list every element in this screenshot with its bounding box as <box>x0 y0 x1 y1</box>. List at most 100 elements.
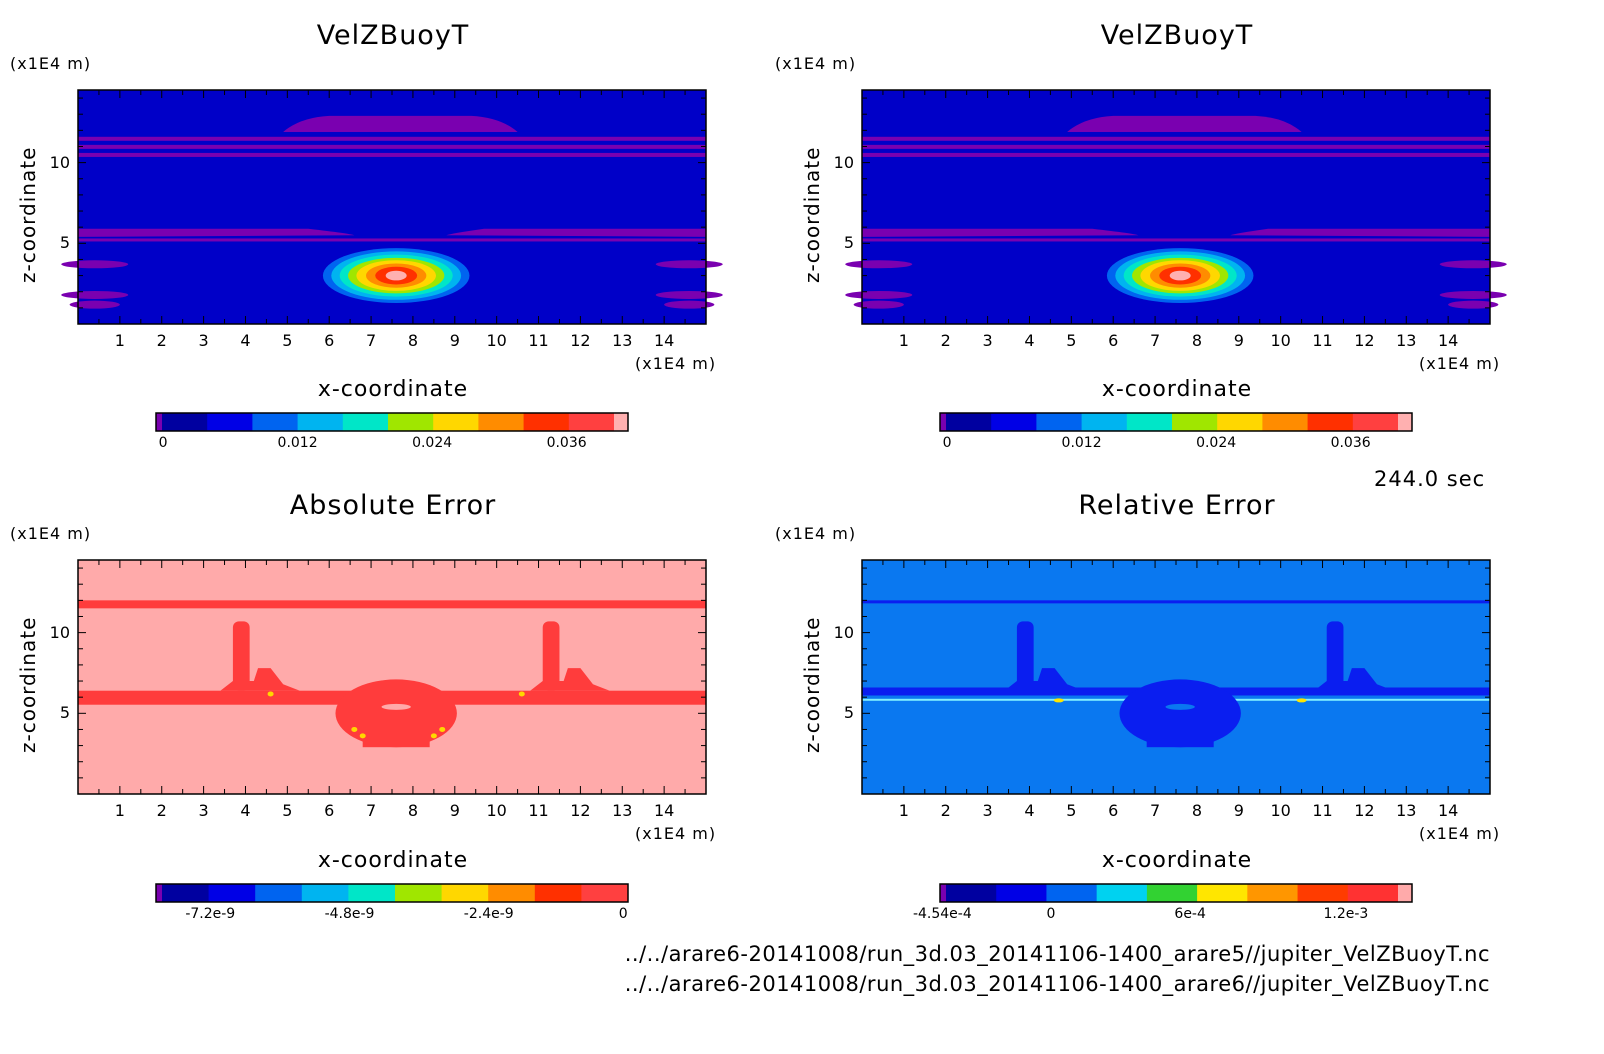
edge-contour <box>61 290 129 299</box>
x-tick-label: 9 <box>449 801 460 820</box>
plot-background <box>862 560 1490 794</box>
z-axis-label: z-coordinate <box>16 146 40 283</box>
colorbar-swatch <box>441 884 489 902</box>
colorbar-swatch <box>1081 413 1128 431</box>
z-tick-label: 10 <box>49 152 70 172</box>
x-tick-label: 9 <box>1233 331 1244 350</box>
layer-band <box>862 152 1490 157</box>
x-tick-label: 1 <box>898 331 909 350</box>
x-tick-label: 7 <box>1149 331 1161 350</box>
x-tick-label: 6 <box>324 801 335 820</box>
colorbar-swatch <box>534 884 582 902</box>
x-tick-label: 14 <box>653 331 675 350</box>
colorbar-swatch <box>301 884 349 902</box>
layer-band <box>446 228 706 237</box>
error-bubble-base <box>362 732 430 748</box>
colorbar-tick-label: 0 <box>942 435 952 451</box>
chart-title: VelZBuoyT <box>316 20 470 51</box>
error-spot <box>439 726 446 732</box>
colorbar-tick-label: 6e-4 <box>1174 906 1206 922</box>
colorbar-swatch <box>1172 413 1218 431</box>
z-tick-label: 5 <box>59 703 70 723</box>
upper-dome-contour <box>283 115 518 132</box>
colorbar-swatch <box>1217 413 1263 431</box>
x-tick-label: 7 <box>365 801 377 820</box>
z-tick-label: 10 <box>833 152 854 172</box>
colorbar-swatch <box>1307 413 1354 431</box>
error-column <box>1016 621 1034 691</box>
x-tick-label: 2 <box>940 331 951 350</box>
colorbar-swatch <box>207 413 253 431</box>
z-unit-label: (x1E4 m) <box>10 54 92 73</box>
z-axis-label: z-coordinate <box>800 146 824 283</box>
x-tick-label: 4 <box>1024 801 1035 820</box>
bubble-hole <box>1165 703 1195 710</box>
colorbar-swatch <box>255 884 303 902</box>
x-tick-label: 1 <box>114 801 125 820</box>
colorbar-swatch <box>1297 884 1349 902</box>
colorbar-swatch <box>1036 413 1083 431</box>
edge-contour <box>1439 260 1507 269</box>
x-tick-label: 5 <box>282 801 293 820</box>
x-tick-label: 1 <box>898 801 909 820</box>
x-tick-label: 11 <box>1312 801 1333 820</box>
colorbar-frame <box>155 883 629 903</box>
colorbar-tick-label: 0.024 <box>1196 435 1237 451</box>
colorbar-swatch <box>478 413 525 431</box>
x-tick-label: 2 <box>940 801 951 820</box>
error-bubble-base <box>1146 732 1214 748</box>
colorbar-swatch <box>348 884 396 902</box>
error-shoulder <box>530 668 610 691</box>
layer-band <box>862 136 1490 141</box>
colorbar-swatch <box>297 413 344 431</box>
colorbar-swatch <box>156 884 162 902</box>
edge-contour <box>655 260 723 269</box>
colorbar-tick-label: 0.024 <box>412 435 453 451</box>
colorbar <box>155 412 629 432</box>
colorbar-swatch <box>1197 884 1248 902</box>
error-column <box>1326 621 1344 691</box>
error-spot <box>267 691 274 697</box>
edge-contour <box>655 290 723 299</box>
colorbar <box>939 412 1413 432</box>
error-spot <box>359 733 366 739</box>
x-tick-label: 13 <box>1396 801 1417 820</box>
z-unit-label: (x1E4 m) <box>10 524 92 543</box>
x-tick-label: 12 <box>1354 801 1375 820</box>
x-tick-label: 11 <box>528 331 549 350</box>
x-unit-label: (x1E4 m) <box>635 824 717 843</box>
layer-band <box>862 144 1490 149</box>
x-tick-label: 3 <box>982 801 993 820</box>
x-axis-label: x-coordinate <box>1101 848 1253 873</box>
colorbar-swatch <box>1352 413 1399 431</box>
edge-contour <box>845 260 913 269</box>
x-tick-label: 1 <box>114 331 125 350</box>
z-axis-label: z-coordinate <box>16 616 40 753</box>
colorbar-swatch <box>433 413 479 431</box>
x-tick-label: 14 <box>653 801 675 820</box>
error-spot <box>1053 698 1064 703</box>
colorbar-tick-label: -2.4e-9 <box>463 906 514 922</box>
colorbar-swatch <box>162 413 208 431</box>
x-tick-label: 6 <box>1108 331 1119 350</box>
colorbar-tick-label: 0 <box>618 906 628 922</box>
colorbar-swatch <box>581 884 629 902</box>
edge-contour <box>853 300 904 309</box>
colorbar <box>155 883 629 903</box>
x-tick-label: 8 <box>1191 801 1203 820</box>
colorbar-swatch <box>523 413 570 431</box>
z-tick-label: 5 <box>843 703 854 723</box>
colorbar-swatch <box>940 413 946 431</box>
x-tick-label: 6 <box>1108 801 1119 820</box>
x-tick-label: 12 <box>570 331 591 350</box>
x-tick-label: 5 <box>282 331 293 350</box>
x-tick-label: 14 <box>1437 801 1459 820</box>
colorbar-swatch <box>568 413 615 431</box>
x-axis-label: x-coordinate <box>317 377 469 402</box>
x-tick-label: 13 <box>1396 331 1417 350</box>
x-unit-label: (x1E4 m) <box>635 354 717 373</box>
plot-background <box>78 560 706 794</box>
z-tick-label: 10 <box>49 622 70 642</box>
layer-band <box>78 136 706 141</box>
x-tick-label: 8 <box>407 331 419 350</box>
